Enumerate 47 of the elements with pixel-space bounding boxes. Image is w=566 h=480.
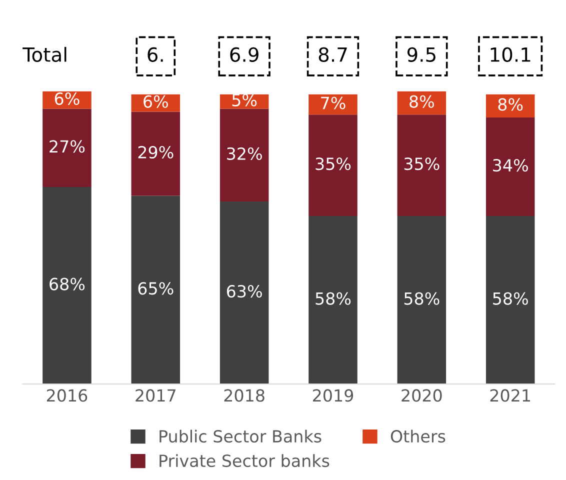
- bar: [308, 216, 358, 384]
- bar: [42, 187, 92, 384]
- data-label: 5%: [232, 94, 257, 106]
- data-label: 8%: [410, 95, 434, 108]
- text: 8.7: [318, 47, 347, 62]
- text: 6.: [148, 47, 163, 62]
- data-label: 29%: [138, 146, 174, 159]
- text: 9.5: [407, 47, 436, 62]
- data-label: 7%: [321, 96, 346, 110]
- legend-label: Private Sector banks: [160, 454, 330, 468]
- data-label: 35%: [404, 158, 440, 170]
- legend-label: Others: [390, 430, 446, 443]
- text: 6.9: [230, 47, 258, 62]
- bar: [220, 202, 269, 384]
- x-tick-label: 2016: [46, 389, 88, 402]
- x-tick-label: 2021: [490, 389, 530, 402]
- bar: [42, 108, 92, 188]
- data-label: 27%: [50, 140, 85, 153]
- data-label: 32%: [227, 147, 262, 160]
- x-tick-label: 2019: [313, 389, 354, 402]
- x-tick-label: 2018: [224, 389, 264, 402]
- bar: [131, 112, 180, 196]
- legend-label: Public Sector Banks: [160, 430, 322, 443]
- bar: [486, 216, 535, 384]
- bar: [486, 94, 535, 118]
- bar: [397, 114, 446, 216]
- bar: [397, 216, 446, 384]
- bar: [308, 114, 358, 216]
- x-tick-label: 2020: [402, 389, 442, 402]
- data-label: 6%: [54, 92, 80, 105]
- bar: [486, 118, 535, 216]
- data-label: 35%: [316, 158, 351, 170]
- data-label: 68%: [50, 278, 85, 290]
- data-label: 65%: [138, 282, 174, 295]
- x-tick-label: 2017: [136, 389, 176, 402]
- data-label: 34%: [493, 158, 528, 172]
- bar: [131, 196, 180, 384]
- text: Total: [22, 46, 66, 62]
- text: 10.1: [490, 47, 530, 62]
- data-label: 58%: [404, 292, 440, 305]
- bar: [308, 94, 358, 115]
- data-label: 63%: [226, 284, 262, 298]
- data-label: 58%: [493, 292, 528, 305]
- data-label: 58%: [316, 292, 351, 305]
- data-label: 8%: [498, 98, 523, 111]
- bar: [220, 108, 269, 202]
- data-label: 6%: [144, 95, 168, 108]
